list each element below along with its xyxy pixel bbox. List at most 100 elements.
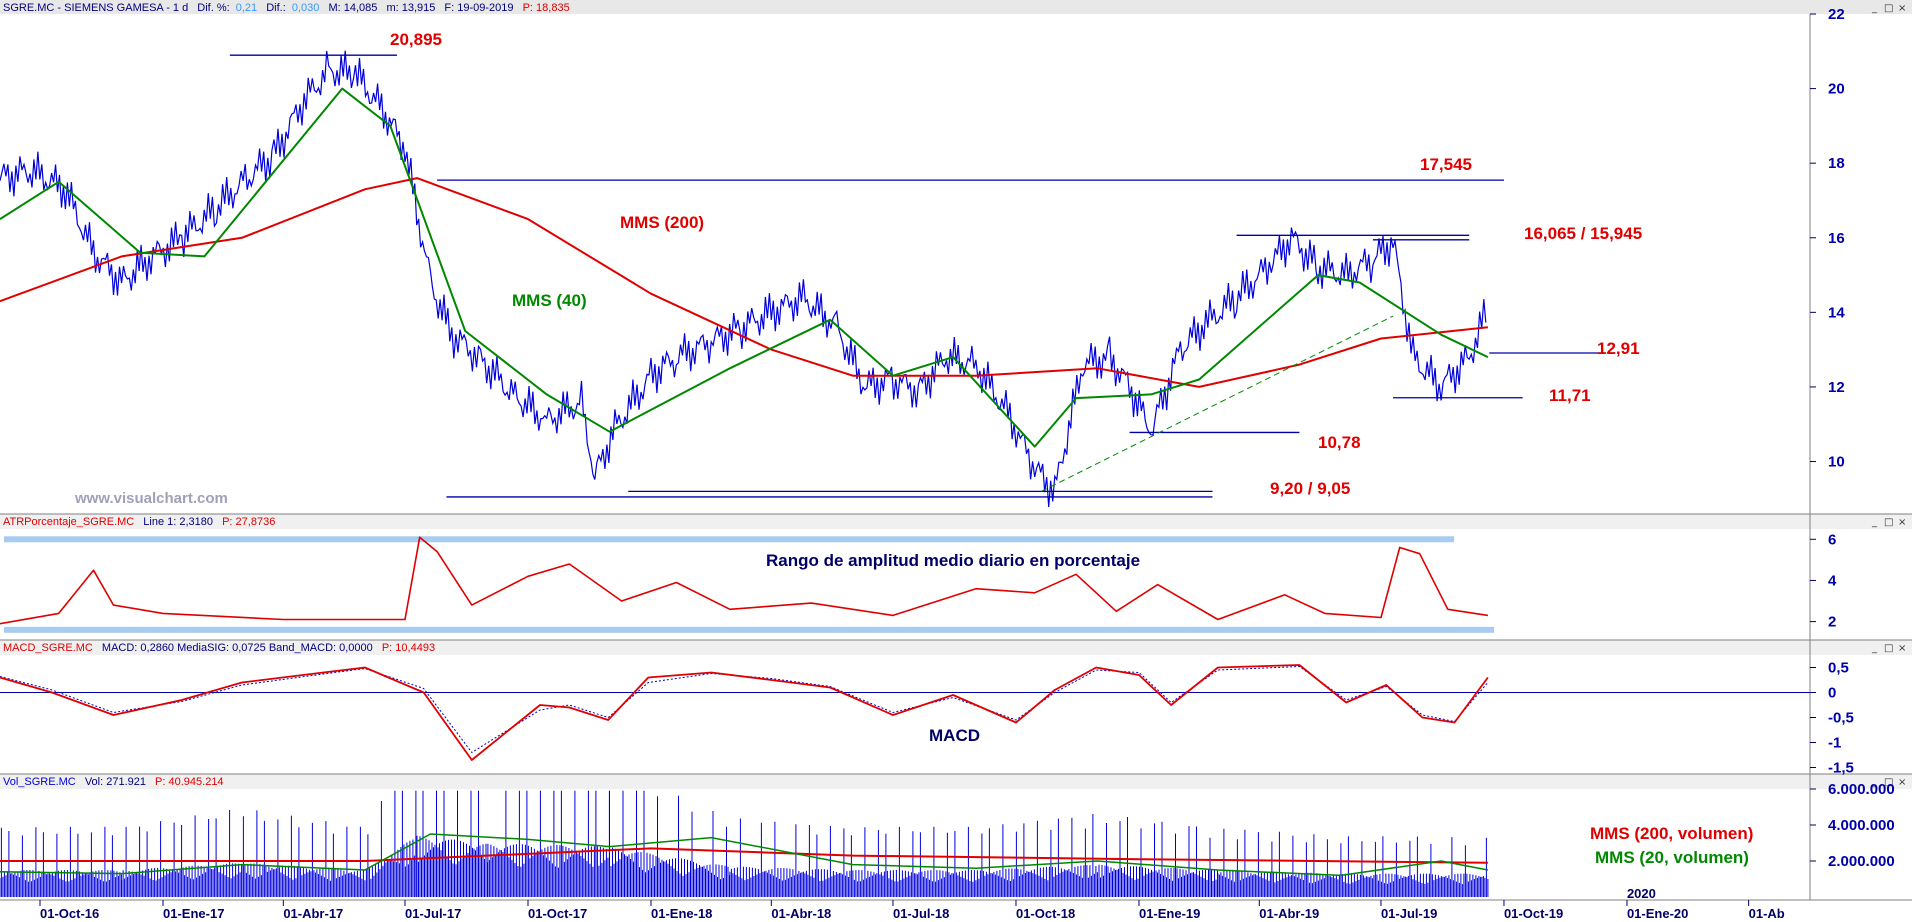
vol-name: Vol_SGRE.MC <box>3 776 76 788</box>
minimize-icon[interactable]: _ <box>1871 643 1878 654</box>
atr-lower-band <box>4 626 1494 633</box>
x-tick-label: 01-Ene-20 <box>1627 906 1688 921</box>
x-tick-label: 01-Abr-18 <box>771 906 831 921</box>
x-tick-label: 01-Ene-18 <box>651 906 712 921</box>
annotation-atr-title: Rango de amplitud medio diario en porcen… <box>766 551 1140 570</box>
vol-tick-label: 6.000.000 <box>1828 781 1895 798</box>
annotation-1291: 12,91 <box>1597 339 1640 358</box>
price-symbol: SGRE.MC - SIEMENS GAMESA - 1 d <box>3 2 188 14</box>
price-max: M: 14,085 <box>328 2 377 14</box>
atr-p: P: 27,8736 <box>222 516 275 528</box>
mms40-series <box>0 87 1489 448</box>
price-min: m: 13,915 <box>386 2 435 14</box>
annotation-macd-title: MACD <box>929 726 980 745</box>
annotation-vol-mms20: MMS (20, volumen) <box>1595 848 1749 867</box>
minimize-icon[interactable]: _ <box>1871 777 1878 788</box>
volume-bars <box>0 790 1489 897</box>
annotation-mms40: MMS (40) <box>512 291 587 310</box>
price-tick-label: 12 <box>1828 379 1845 396</box>
close-icon[interactable]: × <box>1898 777 1906 788</box>
annotation-16065: 16,065 / 15,945 <box>1524 224 1642 243</box>
macd-series <box>0 664 1489 761</box>
atr-tick-label: 6 <box>1828 531 1836 548</box>
x-tick-label: 01-Ene-17 <box>163 906 224 921</box>
atr-header: ATRPorcentaje_SGRE.MC Line 1: 2,3180 P: … <box>3 516 275 528</box>
price-p: P: 18,835 <box>523 2 570 14</box>
price-tick-label: 20 <box>1828 81 1845 98</box>
vol-values: Vol: 271.921 <box>85 776 146 788</box>
atr-name: ATRPorcentaje_SGRE.MC <box>3 516 134 528</box>
annotation-low: 9,20 / 9,05 <box>1270 479 1350 498</box>
annotation-1078: 10,78 <box>1318 433 1361 452</box>
macd-tick-label: 0 <box>1828 685 1836 702</box>
price-dif2-value: 0,030 <box>292 2 320 14</box>
price-header: SGRE.MC - SIEMENS GAMESA - 1 d Dif. %: 0… <box>3 2 570 14</box>
atr-line-value: Line 1: 2,3180 <box>143 516 213 528</box>
atr-upper-band <box>4 536 1454 543</box>
price-tick-label: 18 <box>1828 155 1845 172</box>
macd-header-bar <box>0 640 1912 655</box>
vol-tick-label: 2.000.000 <box>1828 853 1895 870</box>
x-tick-label: 01-Oct-17 <box>528 906 587 921</box>
macd-p: P: 10,4493 <box>382 642 435 654</box>
atr-series <box>0 536 1489 625</box>
x-tick-label: 01-Ab <box>1749 906 1785 921</box>
price-tick-label: 16 <box>1828 230 1845 247</box>
x-tick-label: 01-Abr-19 <box>1259 906 1319 921</box>
x-tick-label: 01-Oct-18 <box>1016 906 1075 921</box>
atr-header-bar <box>0 514 1912 529</box>
macd-header: MACD_SGRE.MC MACD: 0,2860 MediaSIG: 0,07… <box>3 642 435 654</box>
plot-layer: 101214161820222460,50-0,5-1-1,52.000.000… <box>0 6 1895 921</box>
x-tick-label: 01-Abr-17 <box>283 906 343 921</box>
restore-icon[interactable]: □ <box>1884 777 1893 788</box>
mms200-series <box>0 177 1489 388</box>
price-dif-label: Dif. %: <box>197 2 229 14</box>
x-tick-label: 01-Ene-19 <box>1139 906 1200 921</box>
x-tick-label: 01-Oct-19 <box>1504 906 1563 921</box>
trendline <box>1041 315 1394 492</box>
vol-header-bar <box>0 774 1912 789</box>
restore-icon[interactable]: □ <box>1884 517 1893 528</box>
x-tick-label: 01-Oct-16 <box>40 906 99 921</box>
annotation-high: 20,895 <box>390 30 442 49</box>
restore-icon[interactable]: □ <box>1884 643 1893 654</box>
macd-name: MACD_SGRE.MC <box>3 642 93 654</box>
macd-window-controls: _ □ × <box>1871 643 1906 654</box>
macd-tick-label: -1,5 <box>1828 760 1854 777</box>
annotation-mms200: MMS (200) <box>620 213 704 232</box>
price-header-bar <box>0 0 1912 14</box>
vol-header: Vol_SGRE.MC Vol: 271.921 P: 40.945.214 <box>3 776 224 788</box>
vol-p: P: 40.945.214 <box>155 776 224 788</box>
annotation-vol-mms200: MMS (200, volumen) <box>1590 824 1753 843</box>
price-tick-label: 10 <box>1828 454 1845 471</box>
vol-tick-label: 4.000.000 <box>1828 817 1895 834</box>
minimize-icon[interactable]: _ <box>1871 3 1878 14</box>
price-dif-value: 0,21 <box>236 2 257 14</box>
atr-window-controls: _ □ × <box>1871 517 1906 528</box>
x-year-label: 2020 <box>1627 886 1656 901</box>
close-icon[interactable]: × <box>1898 643 1906 654</box>
x-tick-label: 01-Jul-18 <box>893 906 949 921</box>
price-tick-label: 22 <box>1828 6 1845 23</box>
macd-tick-label: 0,5 <box>1828 660 1849 677</box>
close-icon[interactable]: × <box>1898 517 1906 528</box>
vol-mms200-series <box>0 847 1488 864</box>
x-tick-label: 01-Jul-19 <box>1381 906 1437 921</box>
price-date: F: 19-09-2019 <box>444 2 513 14</box>
close-icon[interactable]: × <box>1898 3 1906 14</box>
macd-tick-label: -0,5 <box>1828 710 1854 727</box>
price-dif2-label: Dif.: <box>266 2 286 14</box>
macd-values: MACD: 0,2860 MediaSIG: 0,0725 Band_MACD:… <box>102 642 373 654</box>
minimize-icon[interactable]: _ <box>1871 517 1878 528</box>
restore-icon[interactable]: □ <box>1884 3 1893 14</box>
macd-tick-label: -1 <box>1828 735 1841 752</box>
watermark: www.visualchart.com <box>74 490 228 507</box>
x-tick-label: 01-Jul-17 <box>405 906 461 921</box>
vol-mms20-series <box>0 833 1489 877</box>
annotation-17545: 17,545 <box>1420 155 1472 174</box>
atr-tick-label: 4 <box>1828 572 1837 589</box>
price-tick-label: 14 <box>1828 304 1845 321</box>
annotation-1171: 11,71 <box>1549 386 1591 405</box>
